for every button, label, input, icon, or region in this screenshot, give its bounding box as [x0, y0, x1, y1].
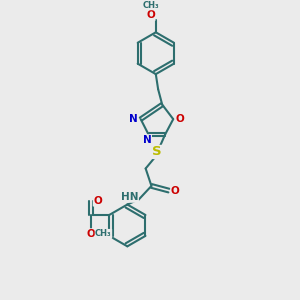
Text: CH₃: CH₃ — [95, 229, 112, 238]
Text: O: O — [93, 196, 102, 206]
Text: HN: HN — [121, 192, 138, 202]
Text: N: N — [143, 135, 152, 145]
Text: O: O — [146, 11, 155, 20]
Text: S: S — [152, 146, 162, 158]
Text: N: N — [129, 114, 138, 124]
Text: CH₃: CH₃ — [142, 1, 159, 10]
Text: O: O — [171, 186, 180, 196]
Text: O: O — [175, 114, 184, 124]
Text: O: O — [87, 229, 96, 239]
